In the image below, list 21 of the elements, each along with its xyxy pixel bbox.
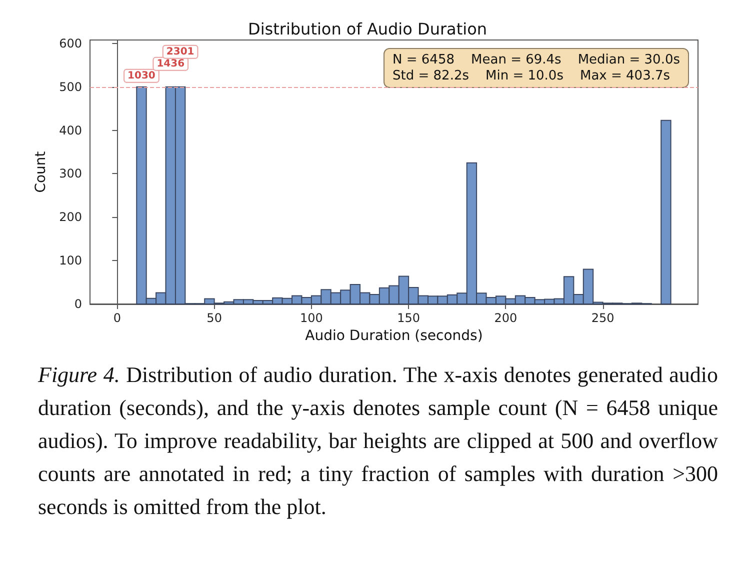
x-tick-label: 50: [206, 311, 222, 325]
caption: Figure 4. Distribution of audio duration. The x-axis denotes generated audio duration (seconds), and the y-axis denotes sample count (N = 6458 unique audios). To improve readability, bar heights are clipped at 500 and overflow counts are annotated in red; a tiny fraction of samples with duration >300 seconds is omitted from the plot.: [38, 361, 718, 521]
y-tick-label: 200: [59, 210, 82, 224]
y-tick-label: 300: [59, 166, 82, 181]
x-tick-label: 0: [113, 311, 122, 325]
x-axis-title: Audio Duration (seconds): [305, 328, 483, 344]
x-tick-label: 100: [300, 311, 323, 325]
annotation: 1030: [128, 70, 156, 82]
chart-title: Distribution of Audio Duration: [248, 20, 487, 38]
y-tick-label: 500: [59, 80, 82, 94]
annotation: N = 6458 Mean = 69.4s Median = 30.0s Std = 82.2s Min = 10.0s Max = 403.7s: [392, 52, 680, 84]
y-tick-label: 100: [59, 254, 82, 268]
x-tick-label: 250: [591, 311, 614, 325]
y-axis-title: Count: [33, 150, 50, 193]
y-tick-label: 400: [59, 123, 82, 138]
annotation: 1436: [156, 58, 185, 70]
x-tick-label: 150: [397, 311, 420, 325]
y-tick-label: 0: [74, 297, 82, 311]
x-tick-label: 200: [494, 311, 518, 325]
annotation: 2301: [166, 46, 194, 58]
y-tick-label: 600: [59, 36, 82, 50]
